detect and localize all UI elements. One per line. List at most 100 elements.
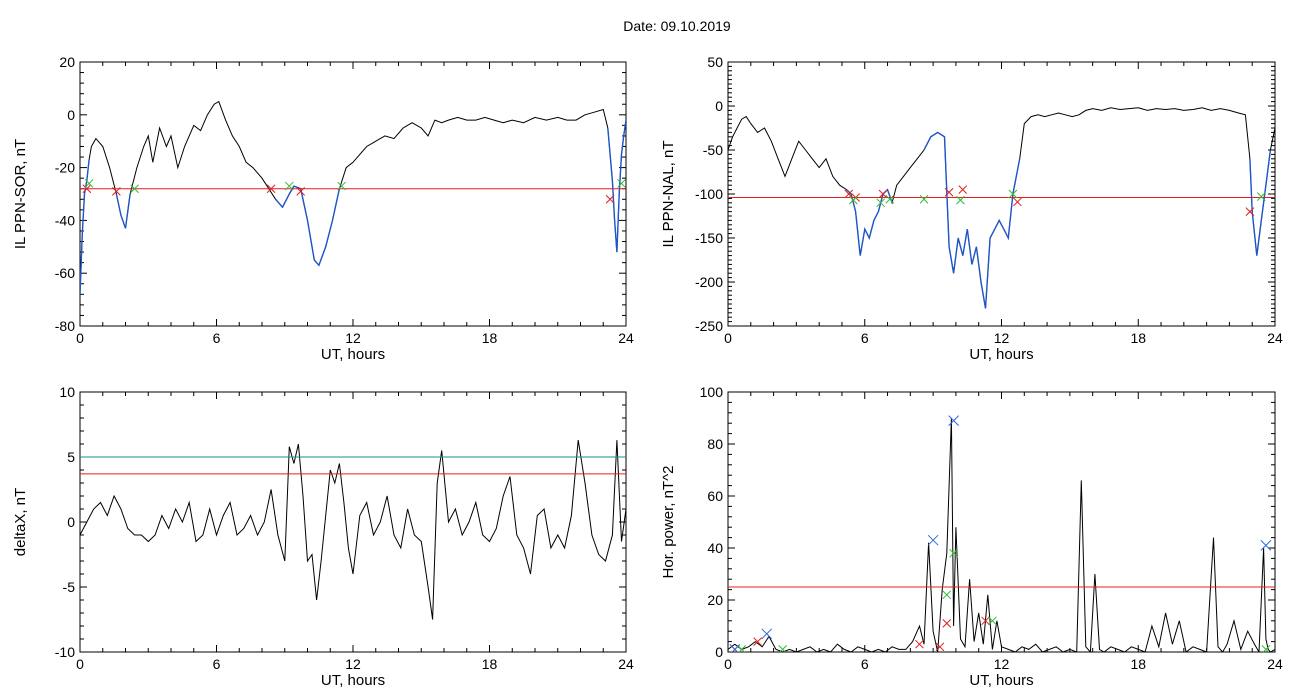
end-marker-stroke — [738, 645, 747, 652]
plot-area — [80, 440, 626, 620]
onset-marker — [944, 187, 954, 197]
x-tick-label: 12 — [345, 656, 361, 672]
end-marker-stroke — [988, 616, 997, 626]
end-marker-stroke — [1256, 192, 1266, 201]
end-marker — [885, 194, 895, 204]
plot-frame — [727, 61, 1276, 327]
power-peak-marker — [729, 644, 741, 652]
y-tick-label: -60 — [55, 265, 75, 281]
end-marker — [284, 181, 294, 191]
onset-marker-stroke — [981, 616, 990, 626]
panel-3: 0 6 12 18 24 -10 -5 0 5 10 UT, hours deltaX, nT — [12, 384, 634, 689]
y-tick-label: 5 — [67, 449, 75, 465]
x-tick-label: 0 — [724, 656, 732, 672]
y-tick-label: 60 — [707, 488, 723, 504]
y-tick-label: 0 — [67, 107, 75, 123]
end-marker — [988, 616, 997, 626]
substorm-segment — [1249, 149, 1272, 256]
onset-marker — [935, 642, 945, 652]
y-tick-label: -80 — [55, 318, 75, 334]
y-tick-label: -20 — [55, 160, 75, 176]
x-tick-label: 6 — [213, 330, 221, 346]
onset-marker — [753, 637, 762, 646]
end-marker-stroke — [337, 181, 346, 191]
onset-marker — [82, 184, 92, 194]
end-marker — [1261, 645, 1271, 652]
x-tick-label: 24 — [1267, 656, 1283, 672]
onset-marker-stroke — [266, 184, 276, 194]
date-label: Date: — [623, 18, 657, 34]
y-tick-label: 0 — [715, 98, 723, 114]
series-line — [728, 417, 1275, 652]
onset-marker-stroke — [112, 187, 121, 196]
x-axis-label: UT, hours — [969, 346, 1033, 363]
y-tick-label: -5 — [63, 579, 76, 595]
y-tick-label: -50 — [703, 142, 723, 158]
end-marker-stroke — [876, 198, 886, 208]
substorm-segment — [115, 193, 131, 229]
x-tick-label: 18 — [1130, 656, 1146, 672]
x-axis-label: UT, hours — [321, 346, 385, 363]
y-tick-label: -40 — [55, 212, 75, 228]
y-tick-label: -150 — [695, 230, 723, 246]
y-tick-label: -250 — [695, 318, 723, 334]
end-marker-stroke — [1008, 189, 1018, 199]
onset-marker-stroke — [944, 187, 954, 197]
plot-frame — [727, 391, 1276, 653]
panel-4: 0 6 12 18 24 0 20 40 60 80 100 UT, hours Hor. power,… — [660, 384, 1283, 689]
onset-marker — [942, 619, 952, 628]
onset-marker — [958, 185, 968, 194]
onset-marker-stroke — [296, 187, 306, 196]
end-marker-stroke — [849, 195, 858, 205]
onset-marker — [112, 187, 121, 196]
x-tick-label: 12 — [994, 656, 1010, 672]
y-axis-label: deltaX, nT — [12, 488, 29, 556]
series-line — [80, 100, 626, 295]
x-tick-label: 18 — [1130, 330, 1146, 346]
end-marker — [84, 179, 94, 188]
end-marker — [942, 590, 952, 600]
x-tick-label: 0 — [724, 330, 732, 346]
x-tick-label: 24 — [618, 330, 634, 346]
power-peak-marker — [761, 628, 773, 640]
y-tick-label: 50 — [707, 54, 723, 70]
end-marker — [919, 194, 929, 204]
x-tick-label: 6 — [213, 656, 221, 672]
y-axis-label: IL PPN-SOR, nT — [12, 139, 29, 249]
end-marker — [617, 179, 626, 188]
x-tick-label: 18 — [482, 330, 498, 346]
power-peak-marker-stroke — [761, 628, 773, 640]
x-tick-label: 12 — [345, 330, 361, 346]
end-marker-stroke — [949, 548, 958, 558]
end-marker — [1008, 189, 1018, 199]
end-marker-stroke — [919, 194, 929, 204]
y-tick-label: 10 — [59, 384, 75, 400]
x-tick-label: 12 — [994, 330, 1010, 346]
power-peak-marker — [1260, 540, 1272, 551]
power-peak-marker — [948, 415, 959, 426]
x-tick-label: 0 — [76, 330, 84, 346]
substorm-segment — [962, 158, 1021, 309]
y-tick-label: 0 — [715, 644, 723, 660]
y-tick-label: 0 — [67, 514, 75, 530]
onset-marker — [1245, 207, 1255, 216]
x-axis-label: UT, hours — [321, 672, 385, 689]
onset-marker-stroke — [1013, 197, 1022, 207]
power-peak-marker-stroke — [1260, 540, 1272, 551]
x-tick-label: 18 — [482, 656, 498, 672]
plot-frame — [79, 391, 627, 653]
power-peak-marker-stroke — [731, 644, 741, 652]
end-marker-stroke — [885, 194, 895, 204]
onset-marker-stroke — [844, 189, 854, 199]
plot-area — [80, 100, 626, 295]
x-tick-label: 6 — [861, 656, 869, 672]
panel-1: 0 6 12 18 24 -80 -60 -40 -20 0 20 UT, hours IL PPN-S… — [12, 54, 634, 363]
y-tick-label: 20 — [707, 592, 723, 608]
y-tick-label: 20 — [59, 54, 75, 70]
onset-marker-stroke — [605, 194, 615, 204]
y-tick-label: -10 — [55, 644, 75, 660]
y-tick-label: -100 — [695, 186, 723, 202]
figure-title: Date: 09.10.2019 — [0, 18, 1300, 34]
series-line — [80, 440, 626, 620]
power-peak-marker — [927, 534, 939, 546]
